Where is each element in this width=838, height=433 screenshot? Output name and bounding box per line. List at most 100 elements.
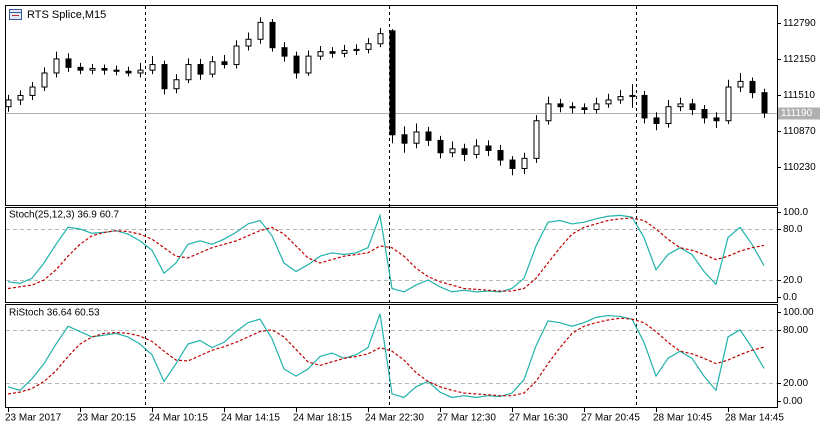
candle-body bbox=[581, 107, 588, 110]
candle-body bbox=[437, 139, 444, 154]
candle-body bbox=[305, 55, 312, 74]
y-tick-label: 80.00 bbox=[783, 325, 808, 336]
y-tick-label: 0.0 bbox=[783, 292, 797, 303]
ristoch-panel-frame bbox=[5, 304, 778, 408]
candle-body bbox=[89, 67, 96, 71]
candle-body bbox=[413, 131, 420, 144]
x-tick-label: 28 Mar 10:45 bbox=[653, 413, 712, 424]
y-tick-label: 110870 bbox=[783, 126, 816, 137]
candle-body bbox=[5, 99, 12, 108]
candle-body bbox=[125, 70, 132, 74]
candle-body bbox=[533, 120, 540, 159]
candle-body bbox=[329, 51, 336, 54]
x-tick-label: 23 Mar 20:15 bbox=[77, 413, 136, 424]
candle-body bbox=[497, 150, 504, 161]
candle-body bbox=[281, 47, 288, 57]
candle-body bbox=[293, 55, 300, 74]
x-tick-label: 24 Mar 14:15 bbox=[221, 413, 280, 424]
indicator-line bbox=[7, 313, 765, 399]
indicator-line bbox=[7, 317, 765, 397]
candle-body bbox=[653, 117, 660, 125]
current-price-box bbox=[778, 107, 820, 120]
candle-body bbox=[101, 67, 108, 71]
candle-body bbox=[737, 80, 744, 88]
candle-body bbox=[629, 94, 636, 98]
candle-body bbox=[65, 58, 72, 68]
candle-body bbox=[221, 61, 228, 66]
candle-body bbox=[425, 131, 432, 141]
candle-body bbox=[113, 69, 120, 72]
candle-body bbox=[521, 157, 528, 169]
stoch-panel-frame bbox=[5, 207, 778, 303]
candle-body bbox=[341, 50, 348, 54]
candle-body bbox=[749, 80, 756, 94]
candle-body bbox=[401, 134, 408, 144]
candle-body bbox=[161, 64, 168, 90]
candle-body bbox=[233, 45, 240, 66]
candle-body bbox=[725, 86, 732, 122]
candle-body bbox=[641, 94, 648, 119]
x-tick-label: 27 Mar 16:30 bbox=[509, 413, 568, 424]
symbol-icon bbox=[9, 9, 22, 20]
y-tick-label: 100.00 bbox=[783, 307, 814, 318]
candle-body bbox=[485, 145, 492, 152]
indicator-title: Stoch(25,12,3) 36.9 60.7 bbox=[9, 210, 120, 221]
candle-body bbox=[137, 69, 144, 74]
candle-body bbox=[41, 72, 48, 88]
indicator-line bbox=[7, 213, 765, 293]
candle-body bbox=[473, 145, 480, 155]
candle-body bbox=[257, 21, 264, 40]
candle-body bbox=[569, 106, 576, 109]
current-price-label: 111190 bbox=[781, 108, 813, 119]
candle-body bbox=[713, 117, 720, 122]
x-tick-label: 24 Mar 18:15 bbox=[293, 413, 352, 424]
candle-body bbox=[269, 21, 276, 49]
y-tick-label: 111510 bbox=[783, 90, 815, 101]
candle-body bbox=[509, 159, 516, 169]
candle-body bbox=[365, 43, 372, 50]
candle-body bbox=[449, 148, 456, 154]
candle-body bbox=[29, 86, 36, 96]
y-tick-label: 20.00 bbox=[783, 378, 808, 389]
indicator-line bbox=[7, 217, 765, 292]
candle-body bbox=[557, 103, 564, 108]
x-tick-label: 28 Mar 14:45 bbox=[725, 413, 784, 424]
y-tick-label: 0.00 bbox=[783, 396, 803, 407]
candle-body bbox=[245, 38, 252, 47]
candle-body bbox=[317, 51, 324, 57]
indicator-title: RiStoch 36.64 60.53 bbox=[9, 308, 100, 319]
candle-body bbox=[53, 58, 60, 74]
candle-body bbox=[17, 94, 24, 101]
candle-body bbox=[209, 61, 216, 75]
y-tick-label: 112790 bbox=[783, 18, 816, 29]
y-tick-label: 100.0 bbox=[783, 207, 808, 218]
candle-body bbox=[605, 99, 612, 105]
y-tick-label: 110230 bbox=[783, 162, 816, 173]
candle-body bbox=[149, 64, 156, 71]
y-tick-label: 80.0 bbox=[783, 224, 803, 235]
candle-body bbox=[461, 148, 468, 155]
candle-body bbox=[545, 103, 552, 122]
candle-body bbox=[701, 108, 708, 119]
y-tick-label: 112150 bbox=[783, 54, 816, 65]
chart-title: RTS Splice,M15 bbox=[27, 9, 106, 21]
candle-body bbox=[593, 103, 600, 110]
candle-body bbox=[377, 33, 384, 45]
candle-body bbox=[185, 64, 192, 81]
candle-body bbox=[389, 30, 396, 136]
x-tick-label: 27 Mar 20:45 bbox=[581, 413, 640, 424]
candle-body bbox=[173, 79, 180, 90]
candle-body bbox=[677, 103, 684, 108]
candle-body bbox=[761, 92, 768, 114]
x-tick-label: 24 Mar 22:30 bbox=[365, 413, 424, 424]
x-tick-label: 23 Mar 2017 bbox=[5, 413, 62, 424]
candle-body bbox=[689, 103, 696, 110]
candle-body bbox=[77, 66, 84, 71]
candle-body bbox=[617, 96, 624, 101]
candle-body bbox=[665, 106, 672, 125]
y-tick-label: 20.0 bbox=[783, 275, 803, 286]
candle-body bbox=[353, 48, 360, 52]
candle-body bbox=[197, 64, 204, 75]
